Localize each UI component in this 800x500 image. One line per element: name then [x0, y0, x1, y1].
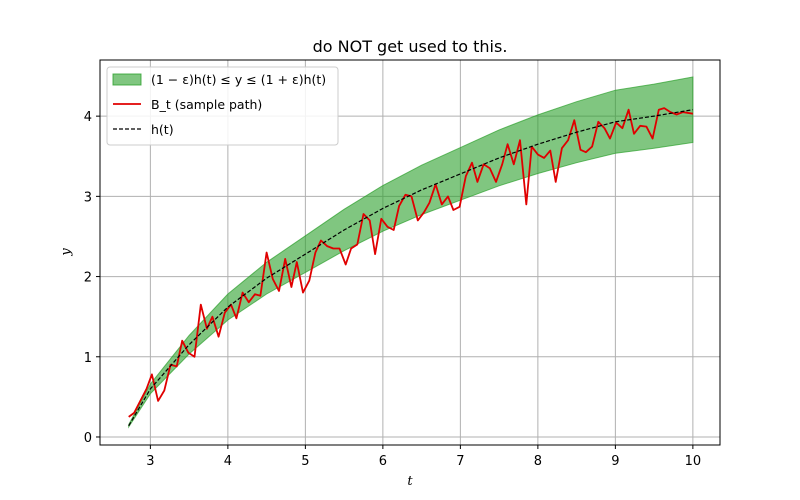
y-tick-label: 3: [84, 190, 92, 205]
x-tick-label: 5: [301, 454, 309, 469]
x-tick-label: 6: [379, 454, 387, 469]
y-axis-label: y: [59, 248, 74, 257]
h-line: [128, 109, 693, 427]
x-tick-label: 8: [534, 454, 542, 469]
x-tick-label: 7: [456, 454, 464, 469]
ticks: 3 4 5 6 7 8 9 10 0 1 2 3 4: [84, 110, 701, 469]
legend: (1 − ε)h(t) ≤ y ≤ (1 + ε)h(t) B_t (sampl…: [106, 66, 339, 146]
legend-band-label: (1 − ε)h(t) ≤ y ≤ (1 + ε)h(t): [151, 72, 326, 87]
chart-title: do NOT get used to this.: [313, 37, 508, 56]
legend-band-swatch: [112, 73, 142, 86]
series-layer: [128, 107, 694, 427]
x-tick-label: 3: [146, 454, 154, 469]
x-tick-label: 9: [611, 454, 619, 469]
x-tick-label: 10: [685, 454, 702, 469]
y-tick-label: 1: [84, 351, 92, 366]
x-tick-label: 4: [224, 454, 232, 469]
legend-path-label: B_t (sample path): [151, 97, 262, 112]
plot-frame: [99, 59, 721, 446]
x-axis-label: t: [407, 474, 413, 489]
y-tick-label: 4: [84, 110, 92, 125]
y-tick-label: 0: [84, 431, 92, 446]
y-tick-label: 2: [84, 271, 92, 286]
legend-h-label: h(t): [151, 122, 174, 137]
legend-box: [106, 66, 339, 146]
